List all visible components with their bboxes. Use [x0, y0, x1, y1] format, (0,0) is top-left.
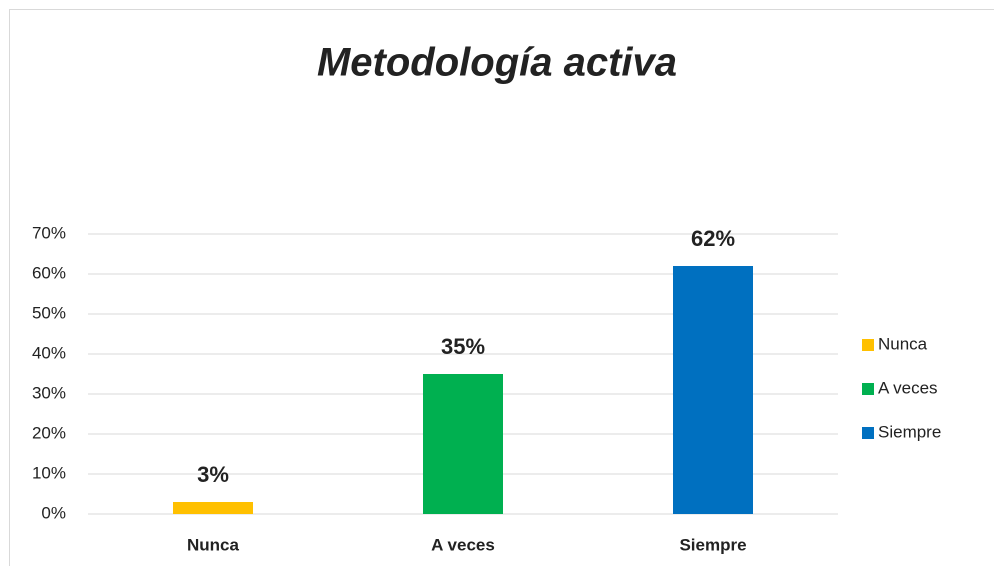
legend-label: A veces: [878, 378, 938, 397]
y-tick-label: 30%: [32, 383, 66, 402]
legend-label: Siempre: [878, 422, 941, 441]
chart-title: Metodología activa: [317, 41, 677, 85]
y-tick-label: 20%: [32, 423, 66, 442]
x-tick-label: A veces: [431, 535, 495, 554]
y-tick-label: 10%: [32, 463, 66, 482]
bar: [173, 502, 253, 514]
legend-swatch: [862, 427, 874, 439]
y-tick-label: 40%: [32, 343, 66, 362]
y-tick-label: 60%: [32, 263, 66, 282]
y-tick-label: 50%: [32, 303, 66, 322]
legend-swatch: [862, 339, 874, 351]
y-tick-label: 70%: [32, 223, 66, 242]
chart-border: [9, 9, 994, 566]
value-label: 62%: [691, 226, 735, 251]
x-tick-label: Nunca: [187, 535, 240, 554]
legend-swatch: [862, 383, 874, 395]
legend-label: Nunca: [878, 334, 928, 353]
value-label: 35%: [441, 334, 485, 359]
bar: [423, 374, 503, 514]
x-tick-label: Siempre: [679, 535, 746, 554]
y-tick-label: 0%: [41, 503, 66, 522]
bar: [673, 266, 753, 514]
value-label: 3%: [197, 462, 229, 487]
